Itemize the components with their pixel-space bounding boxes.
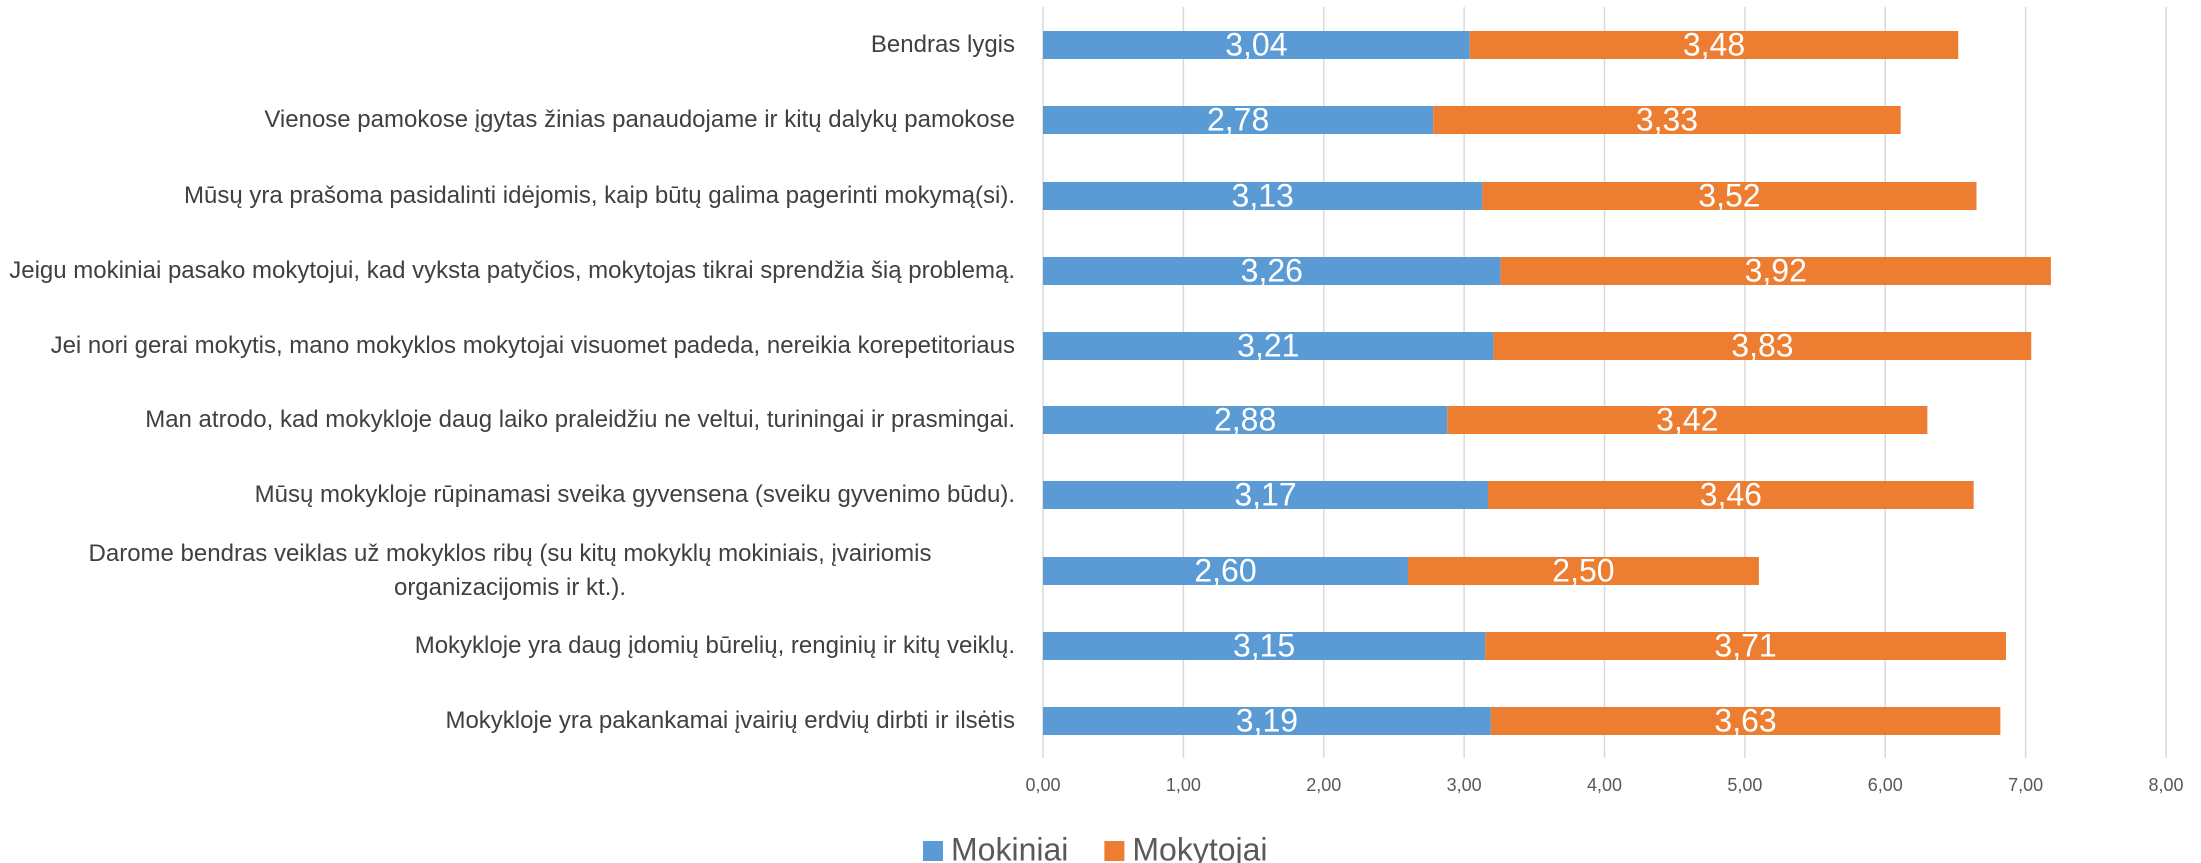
bar — [1043, 557, 1408, 585]
legend-label: Mokytojai — [1132, 831, 1267, 863]
x-tick-label: 1,00 — [1166, 775, 1201, 795]
category-label: Jeigu mokiniai pasako mokytojui, kad vyk… — [5, 254, 1015, 288]
data-label: 3,63 — [1714, 702, 1776, 738]
data-label: 3,48 — [1683, 26, 1745, 62]
bar — [1043, 106, 1434, 134]
data-label: 2,50 — [1552, 552, 1614, 588]
x-tick-label: 3,00 — [1447, 775, 1482, 795]
category-text: Bendras lygis — [870, 31, 1015, 58]
data-label: 2,88 — [1214, 401, 1276, 437]
legend-swatch — [923, 841, 943, 861]
bar — [1043, 257, 1501, 285]
bar — [1043, 406, 1448, 434]
data-label: 3,17 — [1234, 476, 1296, 512]
bar — [1043, 707, 1491, 735]
bar — [1043, 182, 1483, 210]
legend-label: Mokiniai — [951, 831, 1068, 863]
bar — [1043, 31, 1470, 59]
category-text: Man atrodo, kad mokykloje daug laiko pra… — [145, 406, 1015, 433]
bar — [1490, 707, 2001, 735]
data-label: 2,78 — [1207, 101, 1269, 137]
bar — [1487, 481, 1974, 509]
data-label: 3,71 — [1714, 627, 1776, 663]
x-tick-label: 4,00 — [1587, 775, 1622, 795]
bar — [1500, 257, 2051, 285]
category-text: Jei nori gerai mokytis, mano mokyklos mo… — [50, 332, 1015, 359]
category-label: Mūsų yra prašoma pasidalinti idėjomis, k… — [5, 179, 1015, 213]
legend-swatch — [1104, 841, 1125, 861]
data-label: 3,92 — [1745, 252, 1807, 288]
data-label: 3,21 — [1237, 327, 1299, 363]
bar — [1493, 332, 2032, 360]
data-label: 3,83 — [1731, 327, 1793, 363]
bar — [1043, 332, 1494, 360]
bar — [1482, 182, 1977, 210]
data-label: 2,60 — [1194, 552, 1256, 588]
category-text: Mūsų yra prašoma pasidalinti idėjomis, k… — [183, 182, 1015, 209]
category-label: Jei nori gerai mokytis, mano mokyklos mo… — [5, 329, 1015, 363]
data-label: 3,04 — [1225, 26, 1287, 62]
bar — [1407, 557, 1759, 585]
category-text: Mūsų mokykloje rūpinamasi sveika gyvense… — [254, 481, 1015, 508]
category-text: Mokykloje yra pakankamai įvairių erdvių … — [445, 707, 1015, 734]
data-label: 3,13 — [1232, 177, 1294, 213]
bar — [1043, 481, 1488, 509]
bar — [1447, 406, 1928, 434]
category-label: Mokykloje yra pakankamai įvairių erdvių … — [5, 704, 1015, 738]
x-tick-label: 8,00 — [2148, 775, 2183, 795]
category-label: Man atrodo, kad mokykloje daug laiko pra… — [5, 403, 1015, 437]
category-text: Vienose pamokose įgytas žinias panaudoja… — [264, 106, 1015, 133]
category-label: Bendras lygis — [5, 28, 1015, 62]
category-text: Mokykloje yra daug įdomių būrelių, rengi… — [414, 632, 1015, 659]
data-label: 3,42 — [1656, 401, 1718, 437]
category-label: Darome bendras veiklas už mokyklos ribų … — [5, 537, 1015, 605]
data-label: 3,15 — [1233, 627, 1295, 663]
bar — [1433, 106, 1901, 134]
category-text: Jeigu mokiniai pasako mokytojui, kad vyk… — [9, 257, 1015, 284]
bar — [1485, 632, 2006, 660]
x-tick-label: 2,00 — [1306, 775, 1341, 795]
x-tick-label: 0,00 — [1025, 775, 1060, 795]
category-label: Vienose pamokose įgytas žinias panaudoja… — [5, 103, 1015, 137]
bar — [1469, 31, 1959, 59]
data-label: 3,46 — [1700, 476, 1762, 512]
x-tick-label: 6,00 — [1868, 775, 1903, 795]
data-label: 3,52 — [1698, 177, 1760, 213]
x-tick-label: 7,00 — [2008, 775, 2043, 795]
category-text: Darome bendras veiklas už mokyklos ribų … — [88, 540, 932, 601]
data-label: 3,33 — [1636, 101, 1698, 137]
bar — [1043, 632, 1486, 660]
data-label: 3,26 — [1241, 252, 1303, 288]
category-label: Mokykloje yra daug įdomių būrelių, rengi… — [5, 629, 1015, 663]
x-tick-label: 5,00 — [1727, 775, 1762, 795]
data-label: 3,19 — [1236, 702, 1298, 738]
category-label: Mūsų mokykloje rūpinamasi sveika gyvense… — [5, 478, 1015, 512]
